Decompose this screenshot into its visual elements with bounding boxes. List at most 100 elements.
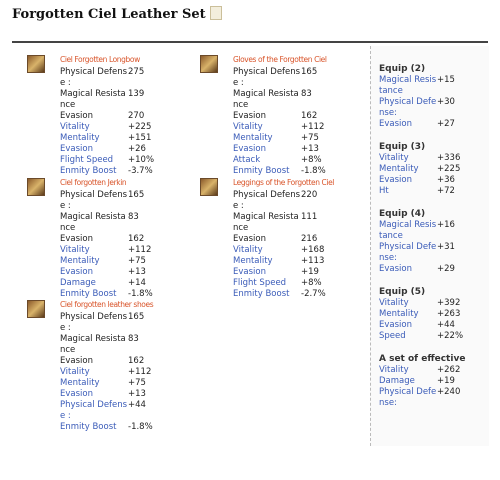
- stat-label: Vitality: [60, 245, 90, 255]
- stat-value: +10%: [128, 155, 155, 165]
- stat-label: Flight Speed: [233, 278, 287, 288]
- stat-label: Evasion: [379, 264, 412, 274]
- stat-value: 275: [128, 67, 145, 77]
- stat-value: +75: [128, 256, 146, 266]
- stat-value: +36: [437, 175, 455, 185]
- stat-value: -1.8%: [128, 422, 153, 432]
- stat-row: Flight Speed +8%: [233, 278, 363, 289]
- stat-value: 162: [128, 234, 145, 244]
- stat-label: Evasion: [60, 111, 93, 121]
- stat-row: Mentality +225: [379, 164, 489, 175]
- stat-value: +112: [128, 245, 152, 255]
- stat-row: Vitality +225: [60, 122, 190, 133]
- stat-label: Enmity Boost: [60, 289, 117, 299]
- stat-row: Mentality +75: [60, 256, 190, 267]
- stat-value: +225: [128, 122, 152, 132]
- stat-row: Mentality +113: [233, 256, 363, 267]
- item-body: Gloves of the Forgotten Ciel Physical Def…: [233, 55, 363, 177]
- stat-label: Evasion: [60, 356, 93, 366]
- stat-label: Vitality: [233, 245, 263, 255]
- stat-value: 139: [128, 89, 145, 99]
- stat-value: -2.7%: [301, 289, 326, 299]
- stat-row: Magical Resistance +16: [379, 220, 489, 242]
- stat-value: +13: [128, 389, 146, 399]
- stat-value: +19: [437, 376, 455, 386]
- stat-label: Magical Resistance: [60, 212, 126, 233]
- stat-row: Magical Resistance 83: [233, 89, 363, 111]
- stat-label: Physical Defense:: [379, 242, 437, 263]
- stat-row: Evasion 216: [233, 234, 363, 245]
- stat-label: Mentality: [60, 256, 100, 266]
- stat-row: Ht +72: [379, 186, 489, 197]
- stat-row: Evasion +29: [379, 264, 489, 275]
- stat-value: +262: [437, 365, 461, 375]
- stat-value: +75: [128, 378, 146, 388]
- stat-label: Physical Defense :: [60, 67, 128, 88]
- stat-label: Enmity Boost: [233, 289, 290, 299]
- stat-row: Evasion 162: [233, 111, 363, 122]
- set-bonus-group: Equip (5) Vitality +392 Mentality +263 Evasio…: [379, 287, 489, 342]
- stat-row: Evasion +26: [60, 144, 190, 155]
- stat-row: Damage +14: [60, 278, 190, 289]
- set-bonus-heading: Equip (2): [379, 64, 426, 74]
- stat-value: +31: [437, 242, 455, 252]
- stat-value: 165: [301, 67, 318, 77]
- stat-row: Evasion 270: [60, 111, 190, 122]
- stat-label: Mentality: [60, 378, 100, 388]
- stat-value: +168: [301, 245, 325, 255]
- stat-row: Physical Defense: +30: [379, 97, 489, 119]
- stat-row: Vitality +168: [233, 245, 363, 256]
- stat-row: Vitality +392: [379, 298, 489, 309]
- stat-label: Mentality: [233, 256, 273, 266]
- stat-row: Magical Resistance 83: [60, 334, 190, 356]
- stat-value: +16: [437, 220, 455, 230]
- stat-row: Vitality +112: [60, 367, 190, 378]
- item-icon: [200, 55, 218, 73]
- stat-label: Mentality: [60, 133, 100, 143]
- stat-row: Evasion +27: [379, 119, 489, 130]
- stat-row: Enmity Boost -1.8%: [60, 422, 190, 433]
- stat-label: Evasion: [60, 234, 93, 244]
- stat-value: 270: [128, 111, 145, 121]
- stat-value: 111: [301, 212, 318, 222]
- stat-value: +15: [437, 75, 455, 85]
- stat-row: Damage +19: [379, 376, 489, 387]
- stat-label: Evasion: [60, 267, 93, 277]
- stat-label: Magical Resistance: [379, 75, 437, 96]
- stat-value: +112: [301, 122, 325, 132]
- stat-label: Evasion: [233, 111, 266, 121]
- stat-value: 83: [128, 212, 139, 222]
- stat-label: Attack: [233, 155, 261, 165]
- stat-row: Enmity Boost -3.7%: [60, 166, 190, 177]
- item-icon: [200, 178, 218, 196]
- stat-row: Physical Defense :165: [233, 67, 363, 89]
- set-bonus-panel: Equip (2) Magical Resistance +15 Physical D…: [370, 46, 489, 446]
- stat-value: 83: [301, 89, 312, 99]
- stat-value: 83: [128, 334, 139, 344]
- stat-label: Enmity Boost: [60, 422, 117, 432]
- stat-label: Physical Defense :: [60, 400, 128, 421]
- stat-label: Flight Speed: [60, 155, 114, 165]
- item-icon: [27, 300, 45, 318]
- stat-label: Evasion: [60, 389, 93, 399]
- stat-value: +26: [128, 144, 146, 154]
- stat-label: Evasion: [379, 119, 412, 129]
- stat-label: Mentality: [233, 133, 273, 143]
- stat-label: Physical Defense :: [60, 190, 128, 211]
- stat-value: +14: [128, 278, 146, 288]
- stat-value: 162: [301, 111, 318, 121]
- title-text: Forgotten Ciel Leather Set: [12, 7, 206, 22]
- stat-value: +13: [301, 144, 319, 154]
- stat-row: Attack +8%: [233, 155, 363, 166]
- stat-label: Evasion: [379, 320, 412, 330]
- item-name: Gloves of the Forgotten Ciel: [233, 55, 327, 64]
- stat-label: Physical Defense :: [233, 67, 301, 88]
- item-icon: [27, 178, 45, 196]
- stat-label: Damage: [379, 376, 415, 386]
- stat-label: Magical Resistance: [60, 89, 126, 110]
- stat-row: Magical Resistance +15: [379, 75, 489, 97]
- stat-row: Magical Resistance 111: [233, 212, 363, 234]
- stat-label: Mentality: [379, 164, 419, 174]
- stat-value: +72: [437, 186, 455, 196]
- item-name: Ciel forgotten leather shoes: [60, 300, 154, 309]
